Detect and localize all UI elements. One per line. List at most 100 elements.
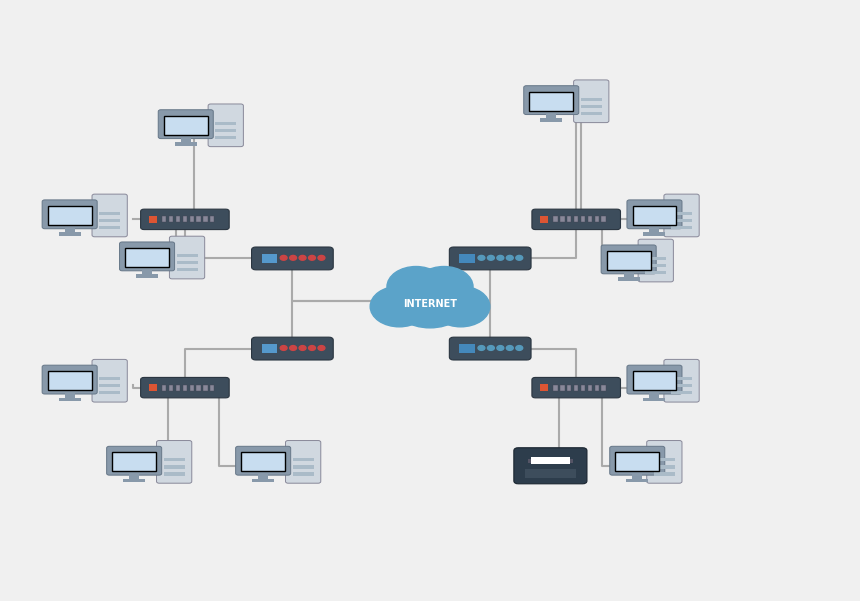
FancyBboxPatch shape [208,104,243,147]
Bar [632,474,642,481]
Bar [215,129,237,132]
Bar [252,479,274,483]
Bar [162,385,166,391]
Bar [196,216,200,222]
Bar [129,474,139,481]
Bar [99,391,120,394]
Bar [261,344,277,353]
Bar [587,216,592,222]
Bar [671,377,692,380]
Bar [163,465,185,469]
FancyBboxPatch shape [252,247,334,270]
Bar [645,257,666,260]
Bar [162,216,166,222]
Circle shape [290,255,297,260]
FancyBboxPatch shape [163,116,208,135]
Circle shape [507,255,513,260]
FancyBboxPatch shape [158,110,213,139]
Bar [654,472,675,475]
Bar [580,216,585,222]
FancyBboxPatch shape [42,200,97,229]
FancyBboxPatch shape [524,86,579,115]
Bar [553,216,557,222]
FancyBboxPatch shape [610,447,665,475]
Circle shape [415,266,473,307]
Bar [528,459,573,463]
FancyBboxPatch shape [157,441,192,483]
Bar [142,269,152,276]
Bar [643,398,666,401]
FancyBboxPatch shape [169,236,205,279]
FancyBboxPatch shape [120,242,175,271]
Circle shape [280,255,287,260]
Bar [617,278,640,281]
Bar [181,137,191,144]
Bar [64,392,75,400]
FancyBboxPatch shape [140,209,229,230]
Circle shape [299,346,306,350]
Bar [601,216,605,222]
Bar [574,216,578,222]
Bar [189,216,194,222]
FancyBboxPatch shape [241,453,286,471]
Bar [99,219,120,222]
FancyBboxPatch shape [664,194,699,237]
Bar [99,384,120,388]
Bar [574,385,578,391]
Bar [261,254,277,263]
Bar [580,112,602,115]
Bar [99,226,120,229]
Bar [671,391,692,394]
Bar [210,385,214,391]
Bar [560,385,564,391]
Bar [99,377,120,380]
Bar [163,472,185,475]
Bar [182,385,187,391]
FancyBboxPatch shape [42,365,97,394]
Bar [654,465,675,469]
Bar [587,385,592,391]
Circle shape [478,346,485,350]
Bar [671,219,692,222]
Bar [196,385,200,391]
FancyBboxPatch shape [236,447,291,475]
Bar [210,216,214,222]
Bar [624,272,634,279]
Circle shape [478,255,485,260]
FancyBboxPatch shape [140,377,229,398]
FancyBboxPatch shape [627,200,682,229]
FancyBboxPatch shape [92,194,127,237]
Bar [215,122,237,125]
Bar [258,474,268,481]
Bar [567,216,571,222]
Bar [169,385,173,391]
Bar [64,227,75,234]
FancyBboxPatch shape [514,448,587,484]
Bar [546,113,556,120]
FancyBboxPatch shape [627,365,682,394]
Bar [58,398,81,401]
Bar [292,459,314,462]
Text: INTERNET: INTERNET [403,299,457,308]
Bar [292,472,314,475]
Bar [643,233,666,236]
Bar [176,254,198,257]
Bar [553,385,557,391]
Bar [176,268,198,271]
FancyBboxPatch shape [531,209,621,230]
FancyBboxPatch shape [47,206,92,225]
FancyBboxPatch shape [529,92,574,111]
Circle shape [488,346,494,350]
Bar [292,465,314,469]
FancyBboxPatch shape [449,247,531,270]
Bar [203,216,207,222]
Circle shape [370,286,428,327]
FancyBboxPatch shape [606,251,651,270]
Circle shape [497,346,504,350]
Bar [580,98,602,101]
Circle shape [309,346,316,350]
Bar [567,385,571,391]
Circle shape [387,266,445,307]
Bar [626,479,648,483]
FancyBboxPatch shape [632,206,677,225]
